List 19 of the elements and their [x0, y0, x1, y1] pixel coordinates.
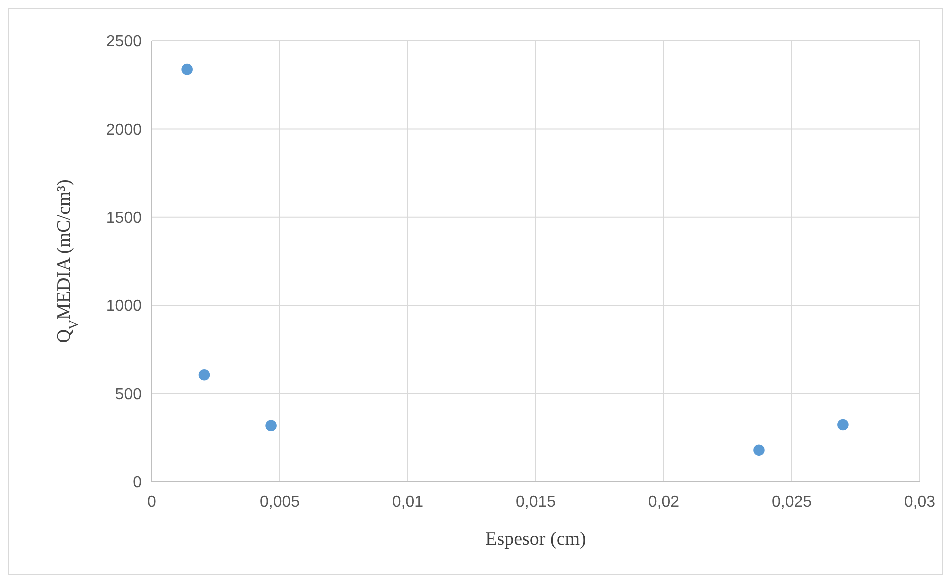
point — [198, 369, 210, 381]
x-tick-label: 0,025 — [772, 494, 812, 511]
x-tick-label: 0,02 — [648, 494, 680, 511]
x-tick-label: 0,03 — [904, 494, 936, 511]
y-tick-label: 2000 — [106, 122, 142, 139]
point — [754, 444, 765, 456]
x-tick-label: 0,005 — [260, 494, 300, 511]
x-tick-label: 0,015 — [516, 494, 556, 511]
x-tick-label: 0,01 — [392, 494, 424, 511]
x-tick-label: 0 — [148, 494, 157, 511]
y-tick-label: 2500 — [106, 34, 142, 51]
y-tick-label: 1000 — [106, 298, 142, 316]
y-tick-label: 1500 — [106, 210, 142, 227]
point — [266, 420, 277, 432]
y-tick-label: 0 — [133, 474, 142, 492]
y-tick-label: 500 — [115, 386, 142, 404]
point — [182, 64, 193, 76]
x-axis-title: Espesor (cm) — [486, 529, 586, 550]
point — [838, 419, 849, 431]
